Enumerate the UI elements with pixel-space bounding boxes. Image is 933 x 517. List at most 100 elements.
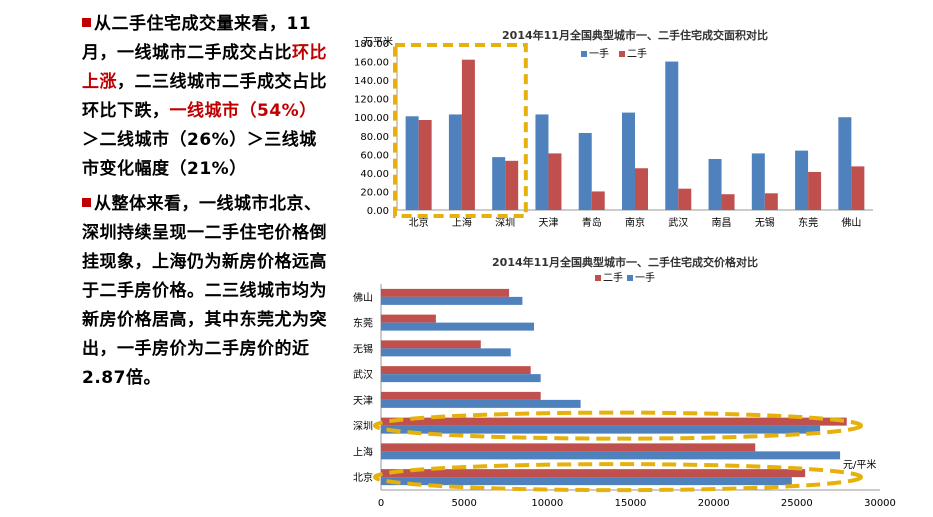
bar-second-hand — [851, 166, 865, 210]
y-tick-label: 上海 — [353, 445, 373, 458]
y-tick-label: 武汉 — [353, 368, 373, 381]
x-tick-label: 南昌 — [712, 216, 732, 229]
bar-first-hand — [381, 348, 511, 357]
bullet-square-icon — [82, 198, 91, 207]
y-tick-label: 东莞 — [353, 317, 373, 330]
p1-seg2: 环比上涨 — [82, 43, 327, 92]
text-panel: 从二手住宅成交量来看，11月，一线城市二手成交占比环比上涨，二三线城市二手成交占… — [82, 10, 334, 399]
p1-seg3: ，二三线城市二手成交占比环比下跌， — [82, 72, 327, 121]
bullet-square-icon — [82, 18, 91, 27]
bar-second-hand — [548, 153, 562, 210]
y-tick-label: 0.00 — [367, 206, 389, 217]
bar-second-hand — [678, 188, 692, 210]
x-tick-label: 10000 — [531, 498, 563, 509]
unit-label: 元/平米 — [843, 458, 876, 471]
x-tick-label: 武汉 — [668, 216, 688, 229]
x-tick-label: 15000 — [615, 498, 647, 509]
bar-second-hand — [381, 417, 847, 426]
x-tick-label: 0 — [378, 498, 384, 509]
bar-first-hand — [665, 61, 679, 210]
bar-first-hand — [381, 451, 841, 460]
bar-first-hand — [578, 132, 592, 210]
x-tick-label: 5000 — [451, 498, 476, 509]
y-tick-label: 60.00 — [360, 150, 389, 161]
bar-second-hand — [808, 171, 822, 210]
legend-label: 一手 — [589, 47, 609, 60]
x-tick-label: 30000 — [864, 498, 896, 509]
bar-first-hand — [381, 399, 581, 408]
bar-second-hand — [505, 160, 519, 210]
legend-swatch — [595, 275, 601, 281]
x-tick-label: 无锡 — [755, 216, 775, 229]
y-tick-label: 160.00 — [354, 58, 389, 69]
bar-second-hand — [721, 194, 735, 210]
bar-first-hand — [492, 157, 506, 210]
bar-second-hand — [764, 193, 778, 210]
bar-first-hand — [381, 477, 792, 486]
bar-second-hand — [381, 314, 436, 323]
bar-second-hand — [381, 469, 806, 478]
x-tick-label: 青岛 — [582, 216, 602, 229]
legend-swatch — [619, 51, 625, 57]
x-tick-label: 东莞 — [798, 216, 818, 229]
bar-first-hand — [622, 112, 635, 210]
bar-first-hand — [381, 425, 821, 434]
y-tick-label: 佛山 — [353, 291, 373, 304]
y-tick-label: 深圳 — [353, 421, 373, 433]
bar-second-hand — [381, 366, 531, 375]
bar-first-hand — [751, 153, 765, 210]
y-tick-label: 北京 — [353, 471, 373, 484]
bar-first-hand — [381, 322, 535, 331]
x-tick-label: 佛山 — [841, 216, 861, 229]
y-tick-label: 140.00 — [354, 76, 389, 87]
legend-swatch — [581, 51, 587, 57]
chart-title: 2014年11月全国典型城市一、二手住宅成交面积对比 — [502, 28, 768, 42]
p2-text: 从整体来看，一线城市北京、深圳持续呈现一二手住宅价格倒挂现象，上海仍为新房价格远… — [82, 194, 327, 388]
p1-seg5: ＞二线城市（26%）＞三线城市变化幅度（21%） — [82, 130, 317, 179]
x-tick-label: 北京 — [409, 216, 429, 229]
bar-second-hand — [635, 168, 648, 210]
y-tick-label: 180.00 — [354, 39, 389, 50]
y-tick-label: 100.00 — [354, 113, 389, 124]
bar-first-hand — [838, 117, 852, 210]
x-tick-label: 20000 — [698, 498, 730, 509]
bar-first-hand — [381, 296, 523, 305]
y-tick-label: 无锡 — [353, 342, 373, 355]
bar-second-hand — [418, 120, 432, 210]
x-tick-label: 南京 — [625, 216, 645, 229]
legend-label: 二手 — [627, 47, 647, 60]
bar-first-hand — [448, 114, 462, 210]
x-tick-label: 天津 — [538, 217, 558, 229]
legend-swatch — [627, 275, 633, 281]
bar-second-hand — [461, 59, 475, 211]
bar-second-hand — [381, 443, 756, 452]
bar-first-hand — [795, 150, 809, 210]
paragraph-volume: 从二手住宅成交量来看，11月，一线城市二手成交占比环比上涨，二三线城市二手成交占… — [82, 10, 334, 184]
p1-seg4: 一线城市（54%） — [169, 101, 317, 121]
bar-first-hand — [405, 116, 419, 210]
bar-second-hand — [381, 391, 541, 400]
bar-second-hand — [381, 340, 481, 349]
p1-seg1: 从二手住宅成交量来看，11月，一线城市二手成交占比 — [82, 14, 312, 63]
y-tick-label: 天津 — [353, 395, 373, 407]
bar-first-hand — [708, 158, 722, 210]
bar-second-hand — [591, 191, 605, 210]
x-tick-label: 上海 — [452, 216, 472, 229]
legend-label: 一手 — [635, 271, 655, 284]
unit-label: 万平米 — [363, 35, 393, 48]
legend-label: 二手 — [603, 271, 623, 284]
highlight-box — [393, 43, 528, 218]
x-tick-label: 25000 — [781, 498, 813, 509]
y-tick-label: 20.00 — [360, 187, 389, 198]
y-tick-label: 40.00 — [360, 169, 389, 180]
x-tick-label: 深圳 — [495, 217, 515, 229]
paragraph-price: 从整体来看，一线城市北京、深圳持续呈现一二手住宅价格倒挂现象，上海仍为新房价格远… — [82, 190, 334, 393]
highlight-ellipse — [373, 410, 864, 441]
y-tick-label: 120.00 — [354, 95, 389, 106]
highlight-ellipse — [373, 462, 864, 493]
bar-first-hand — [381, 374, 541, 383]
bar-first-hand — [535, 114, 549, 210]
chart-title: 2014年11月全国典型城市一、二手住宅成交价格对比 — [492, 255, 758, 269]
